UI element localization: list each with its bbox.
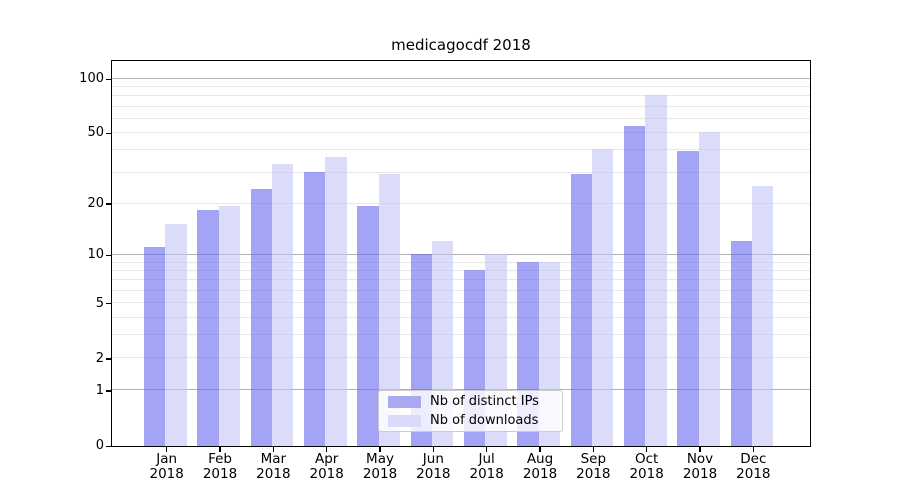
x-axis-tick-mark (379, 447, 381, 452)
gridline-minor (112, 334, 810, 336)
bar-downloads (325, 157, 347, 446)
y-axis-tick-label: 2 (95, 350, 104, 366)
x-axis-tick-mark (539, 447, 541, 452)
legend-swatch-downloads-icon (388, 414, 421, 427)
y-axis-tick-mark (106, 132, 111, 135)
x-axis-tick-label: Dec 2018 (723, 452, 783, 481)
bar-distinct-ips (623, 125, 646, 446)
x-axis-tick-year: 2018 (469, 465, 504, 482)
bar-distinct-ips (730, 240, 752, 446)
gridline-minor (112, 149, 810, 151)
plot-area (111, 60, 811, 447)
gridline-minor (112, 131, 810, 133)
legend-entry-distinct-ips: Nb of distinct IPs (388, 394, 562, 410)
x-axis-tick-year: 2018 (576, 465, 611, 482)
bar-distinct-ips (197, 210, 219, 446)
legend-entry-downloads: Nb of downloads (388, 413, 562, 429)
x-axis-tick-mark (219, 447, 221, 452)
legend-label-downloads: Nb of downloads (430, 413, 539, 428)
gridline-minor (112, 95, 810, 97)
x-axis-tick-label: Feb 2018 (190, 452, 250, 481)
x-axis-tick-year: 2018 (736, 465, 771, 482)
bar-distinct-ips (303, 171, 326, 446)
y-axis-tick-mark (106, 254, 111, 257)
x-axis-tick-mark (592, 447, 595, 452)
legend: Nb of distinct IPs Nb of downloads (378, 390, 563, 432)
bar-downloads (591, 149, 614, 446)
gridline-minor (112, 279, 810, 281)
x-axis-tick-mark (166, 447, 168, 452)
y-axis-tick-label: 20 (87, 195, 104, 211)
x-axis-tick-mark (325, 447, 328, 452)
gridline-minor (112, 316, 810, 318)
gridline-minor (112, 105, 810, 107)
x-axis-tick-year: 2018 (202, 465, 238, 482)
x-axis-tick-year: 2018 (416, 465, 451, 482)
gridline-major (112, 253, 810, 255)
gridline-minor (112, 171, 810, 173)
bar-downloads (698, 131, 720, 446)
x-axis-tick-mark (645, 447, 648, 452)
x-axis-tick-year: 2018 (682, 465, 718, 482)
x-axis-tick-label: Jul 2018 (457, 452, 517, 481)
x-axis-tick-mark (699, 447, 701, 452)
gridline-minor (112, 261, 810, 263)
x-axis-tick-label: Aug 2018 (510, 452, 570, 481)
x-axis-tick-label: Jun 2018 (403, 452, 463, 481)
legend-label-distinct-ips: Nb of distinct IPs (430, 394, 539, 409)
gridline-major (112, 389, 810, 391)
gridline-major (112, 77, 810, 79)
y-axis-tick-label: 0 (95, 438, 104, 453)
x-axis-tick-label: Nov 2018 (670, 452, 730, 481)
y-axis-tick-mark (106, 78, 111, 80)
bar-distinct-ips (250, 188, 272, 446)
y-axis-tick-mark (106, 390, 111, 392)
gridline-minor (112, 269, 810, 271)
x-axis-tick-year: 2018 (362, 465, 398, 482)
y-axis-tick-label: 1 (95, 382, 104, 398)
gridline-minor (112, 85, 810, 87)
gridline-minor (112, 289, 810, 291)
chart-title: medicagocdf 2018 (391, 36, 531, 54)
bar-distinct-ips (570, 174, 592, 446)
y-axis-tick-mark (106, 358, 111, 360)
gridline-minor (112, 357, 810, 359)
x-axis-tick-year: 2018 (629, 465, 664, 482)
legend-swatch-distinct-ips-icon (388, 395, 421, 408)
bar-downloads (271, 164, 294, 446)
bar-downloads (218, 206, 240, 446)
x-axis-tick-year: 2018 (149, 465, 184, 482)
x-axis-tick-year: 2018 (309, 465, 344, 482)
gridline-minor (112, 202, 810, 204)
bar-downloads (751, 185, 774, 446)
y-axis-tick-label: 10 (87, 247, 104, 263)
y-axis-tick-mark (106, 203, 111, 205)
x-axis-tick-label: Oct 2018 (617, 452, 677, 481)
y-axis-tick-mark (106, 303, 111, 305)
y-axis-tick-label: 50 (87, 125, 104, 141)
bar-downloads (378, 174, 400, 446)
x-axis-tick-label: Jan 2018 (137, 452, 197, 481)
x-axis-tick-mark (432, 447, 435, 452)
bar-downloads (645, 95, 667, 446)
x-axis-tick-mark (272, 447, 275, 452)
y-axis-tick-label: 100 (79, 71, 104, 86)
x-axis-tick-label: May 2018 (350, 452, 410, 481)
x-axis-tick-mark (752, 447, 755, 452)
bar-distinct-ips (144, 247, 166, 446)
x-axis-tick-label: Apr 2018 (297, 452, 357, 481)
y-axis-tick-mark (106, 445, 111, 447)
x-axis-tick-label: Sep 2018 (563, 452, 623, 481)
x-axis-tick-year: 2018 (256, 465, 291, 482)
bar-downloads (165, 224, 187, 446)
x-axis-tick-year: 2018 (522, 465, 558, 482)
gridline-minor (112, 302, 810, 304)
y-axis-tick-label: 5 (95, 295, 104, 311)
x-axis-tick-mark (485, 447, 488, 452)
gridline-minor (112, 117, 810, 119)
bar-distinct-ips (677, 151, 699, 446)
x-axis-tick-label: Mar 2018 (243, 452, 303, 481)
bar-distinct-ips (357, 206, 379, 446)
